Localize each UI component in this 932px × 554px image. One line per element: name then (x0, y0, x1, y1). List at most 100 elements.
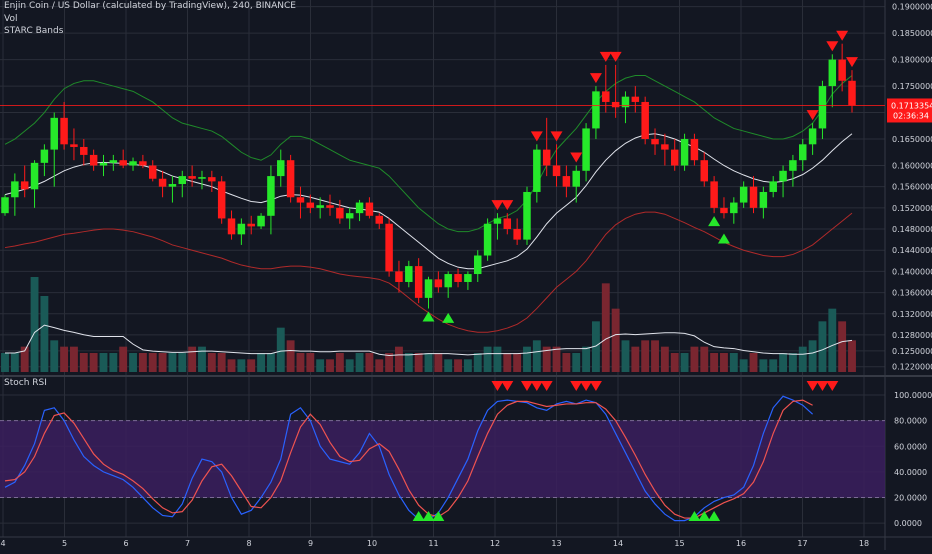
candle-down (20, 181, 29, 190)
rsi-buy-signal-marker (412, 511, 425, 521)
volume-bar (591, 321, 600, 372)
starc-middle-line (4, 133, 853, 270)
candle-down (188, 176, 196, 179)
volume-bar (395, 346, 403, 372)
volume-bar (454, 359, 462, 372)
sell-signal-marker (806, 110, 819, 121)
volume-bar (582, 346, 591, 372)
rsi-buy-signal-marker (688, 511, 701, 521)
candle-down (454, 274, 462, 282)
price-axis-label: 0.1400000 (892, 267, 932, 276)
volume-bars (1, 277, 856, 372)
price-axis-label: 0.1220000 (892, 363, 932, 372)
volume-bar (1, 353, 9, 372)
candle-up (493, 218, 502, 224)
volume-bar (651, 340, 659, 372)
volume-bar (306, 353, 315, 372)
candle-down (552, 165, 561, 177)
volume-bar (79, 353, 88, 372)
rsi-sell-signal-marker (540, 381, 553, 391)
volume-bar (710, 353, 719, 372)
volume-bar (720, 353, 728, 372)
candle-down (158, 178, 167, 187)
sell-signal-marker (570, 152, 583, 163)
volume-bar (503, 353, 512, 372)
candle-up (474, 255, 482, 275)
volume-bar (217, 353, 226, 372)
volume-bar (335, 353, 344, 372)
volume-bar (119, 346, 128, 372)
sell-signal-marker (491, 200, 504, 211)
volume-bar (434, 353, 443, 372)
candle-down (247, 223, 255, 227)
date-axis-label: 8 (246, 539, 251, 548)
candle-down (70, 144, 78, 147)
price-axis-label: 0.1480000 (892, 225, 932, 234)
candle-up (11, 181, 19, 198)
volume-bar (296, 353, 305, 372)
date-axis-label: 15 (674, 539, 684, 548)
volume-bar (40, 296, 49, 372)
volume-bar (286, 340, 295, 372)
volume-bar (326, 359, 334, 372)
candle-up (779, 170, 787, 182)
candle-up (444, 274, 452, 288)
volume-bar (473, 353, 482, 372)
axes: 0.1900000 0.1850000 0.1800000 0.1750000 0.17… (0, 3, 932, 548)
volume-bar (424, 353, 433, 372)
candle-up (1, 197, 9, 214)
candle-down (139, 161, 147, 166)
candle-up (316, 205, 324, 208)
price-axis-label: 0.1250000 (892, 347, 932, 356)
candle-up (730, 202, 738, 214)
price-axis-label: 0.1320000 (892, 310, 932, 319)
candle-down (651, 139, 659, 145)
rsi-sell-signal-marker (826, 381, 839, 391)
candle-down (148, 165, 157, 179)
stoch-rsi-overbought-oversold-band (0, 420, 885, 498)
volume-bar (316, 359, 325, 372)
date-axis-label: 18 (859, 539, 869, 548)
starc-indicator-label[interactable]: STARC Bands (4, 26, 64, 36)
volume-bar (375, 359, 384, 372)
volume-bar (365, 353, 374, 372)
stoch-rsi-indicator-label[interactable]: Stoch RSI (4, 378, 47, 388)
volume-bar (10, 353, 19, 372)
rsi-sell-signal-marker (580, 381, 593, 391)
stoch-rsi-band (0, 420, 885, 499)
candle-up (769, 181, 777, 192)
volume-bar (266, 353, 275, 372)
candle-up (818, 86, 827, 129)
rsi-sell-signal-marker (589, 381, 602, 391)
candle-up (533, 149, 541, 192)
price-axis-label: 0.1750000 (892, 82, 932, 91)
volume-bar (178, 353, 187, 372)
candle-down (848, 80, 856, 106)
buy-signal-marker (442, 312, 455, 323)
date-axis-label: 14 (613, 539, 623, 548)
candle-down (414, 266, 423, 298)
starc-upper-band (4, 74, 853, 233)
candle-up (572, 170, 580, 187)
sell-signal-marker (846, 57, 858, 68)
volume-bar (848, 340, 856, 372)
sell-signal-marker (609, 51, 622, 62)
volume-bar (109, 353, 118, 372)
volume-bar (493, 346, 502, 372)
candle-down (326, 205, 334, 208)
price-axis-label: 0.1800000 (892, 56, 932, 65)
buy-signal-marker (717, 233, 730, 244)
rsi-sell-signal-marker (570, 381, 583, 391)
rsi-sell-signal-marker (806, 381, 819, 391)
price-axis-label: 0.1440000 (892, 246, 932, 255)
candle-down (434, 279, 443, 288)
rsi-buy-signal-marker (432, 511, 445, 521)
volume-indicator-label[interactable]: Vol (4, 14, 18, 24)
price-axis-label: 0.1650000 (892, 135, 932, 144)
stoch-rsi-k-line (4, 395, 814, 522)
candle-up (405, 266, 413, 282)
candle-up (345, 213, 354, 219)
volume-bar (808, 340, 817, 372)
